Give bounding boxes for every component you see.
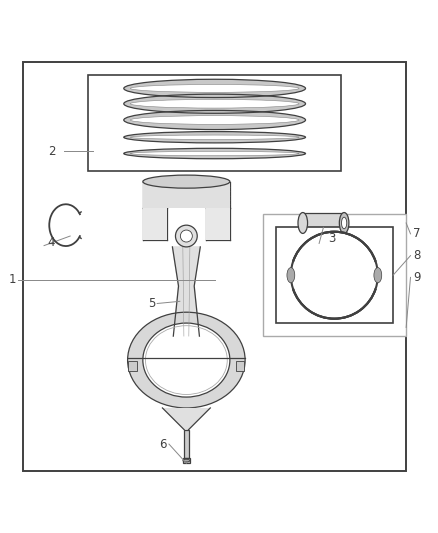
Bar: [88, 75, 341, 171]
Text: 5: 5: [148, 297, 155, 310]
Ellipse shape: [298, 213, 307, 233]
Ellipse shape: [183, 459, 190, 462]
Text: 4: 4: [48, 236, 55, 249]
Ellipse shape: [124, 148, 306, 159]
Bar: [236, 361, 244, 371]
Text: 6: 6: [159, 439, 166, 451]
Bar: [262, 214, 406, 336]
Polygon shape: [173, 247, 200, 336]
Ellipse shape: [143, 175, 230, 188]
Ellipse shape: [124, 94, 306, 114]
Ellipse shape: [124, 132, 306, 143]
Bar: [143, 182, 230, 208]
Text: 9: 9: [413, 271, 421, 284]
Text: 3: 3: [328, 232, 336, 245]
Text: 1: 1: [8, 273, 16, 286]
Bar: [128, 361, 137, 371]
Ellipse shape: [124, 79, 306, 98]
Ellipse shape: [130, 135, 299, 140]
Ellipse shape: [143, 323, 230, 397]
Ellipse shape: [130, 99, 299, 108]
Bar: [23, 62, 406, 471]
Circle shape: [180, 230, 192, 242]
Ellipse shape: [339, 213, 349, 233]
Ellipse shape: [130, 116, 299, 124]
Circle shape: [176, 225, 197, 247]
Text: 7: 7: [413, 228, 421, 240]
Bar: [143, 208, 167, 240]
Bar: [276, 228, 393, 323]
Ellipse shape: [374, 268, 382, 283]
Bar: [205, 208, 230, 240]
Ellipse shape: [124, 110, 306, 130]
Bar: [303, 213, 344, 233]
Circle shape: [291, 232, 378, 319]
Bar: [184, 430, 188, 458]
Text: 8: 8: [413, 249, 421, 262]
Ellipse shape: [130, 85, 299, 92]
Ellipse shape: [342, 217, 347, 229]
Bar: [183, 458, 190, 463]
Ellipse shape: [127, 312, 245, 408]
Text: 2: 2: [48, 144, 55, 158]
Ellipse shape: [130, 151, 299, 156]
Ellipse shape: [287, 268, 295, 283]
Polygon shape: [162, 408, 210, 430]
